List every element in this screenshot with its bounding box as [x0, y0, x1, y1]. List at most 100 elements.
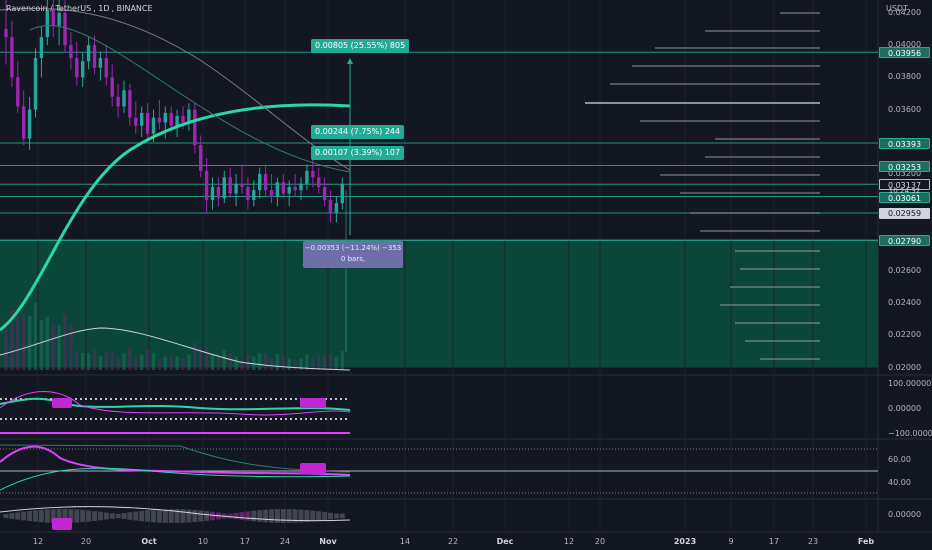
volume-bar	[193, 342, 197, 370]
oscillator-tick-label: −100.00000	[888, 429, 932, 438]
volume-bar	[281, 355, 285, 370]
range-bars: 0 bars,	[340, 255, 366, 263]
osc2-signal	[0, 467, 351, 491]
candle-body	[181, 116, 185, 123]
candle-body	[199, 145, 203, 171]
candle-body	[145, 112, 150, 134]
candle-body	[204, 170, 209, 200]
volume-bar	[252, 356, 256, 370]
volume-bar	[228, 353, 232, 370]
currency-label: USDT	[886, 4, 908, 13]
measure-label-3[interactable]: 0.00107 (3.39%) 107	[311, 146, 405, 160]
candle-body	[281, 182, 285, 194]
measure-label-2[interactable]: 0.00244 (7.75%) 244	[311, 125, 405, 139]
volume-bar	[222, 350, 226, 370]
oscillator-tick-label: 100.00000	[888, 379, 932, 388]
volume-bar	[305, 354, 309, 370]
histogram-bar	[204, 511, 210, 521]
volume-bar	[145, 350, 150, 370]
candle-body	[81, 61, 85, 78]
candle-body	[69, 45, 73, 59]
osc1-line	[0, 397, 351, 411]
candle-body	[110, 77, 114, 97]
candle-body	[317, 177, 321, 187]
candle-body	[216, 187, 221, 199]
price-tag: 0.03061	[879, 191, 930, 203]
candle-body	[57, 12, 61, 26]
candle-body	[33, 58, 38, 110]
range-change: −0.00353 (−11.24%) −353	[304, 244, 402, 252]
time-tick-label: 23	[807, 537, 819, 546]
volume-bar	[45, 316, 49, 370]
volume-bar	[293, 360, 297, 370]
volume-bar	[322, 354, 327, 370]
histogram-bar	[310, 510, 316, 522]
demand-zone	[0, 240, 878, 368]
histogram-bar	[151, 509, 156, 523]
measure-label-1[interactable]: 0.00805 (25.55%) 805	[311, 39, 410, 53]
histogram-bar	[274, 509, 280, 523]
histogram-bar	[115, 513, 121, 519]
volume-bar	[81, 353, 85, 370]
histogram-bar	[3, 514, 9, 518]
histogram-bar	[257, 510, 263, 522]
time-tick-label: 20	[80, 537, 92, 546]
histogram-bar	[44, 509, 50, 523]
volume-bar	[204, 345, 209, 370]
histogram-bar	[339, 513, 345, 519]
bar-countdown: 10:24:32	[888, 187, 921, 195]
candle-body	[157, 117, 162, 123]
candle-body	[246, 187, 250, 200]
candle-body	[252, 190, 256, 200]
histogram-bar	[38, 509, 44, 523]
histogram-bar	[133, 511, 139, 521]
volume-bar	[328, 354, 333, 370]
measure-arrow-head	[347, 58, 353, 64]
candle-body	[163, 112, 167, 123]
oscillator-tick-label: 0.00000	[888, 510, 922, 519]
time-tick-label: Dec	[496, 537, 514, 546]
candle-body	[39, 37, 44, 59]
time-tick-label: Oct	[141, 537, 157, 546]
range-measure-box[interactable]: −0.00353 (−11.24%) −353 0 bars,	[303, 241, 403, 268]
moving-average	[0, 7, 351, 171]
volume-bar	[69, 324, 73, 370]
price-tick-label: 0.04000	[888, 40, 922, 50]
histogram-bar	[27, 510, 33, 522]
candle-body	[134, 117, 138, 126]
osc1-marker	[52, 398, 72, 408]
volume-bar	[92, 349, 97, 370]
candle-body	[311, 170, 315, 178]
candle-body	[240, 183, 244, 187]
oscillator-tick-label: 0.00000	[888, 404, 922, 413]
volume-bar	[246, 354, 250, 370]
price-tick-label: 0.02200	[888, 330, 922, 340]
time-tick-label: 2023	[673, 537, 697, 546]
histogram-bar	[239, 512, 245, 520]
volume-bar	[104, 351, 108, 370]
histogram-bar	[103, 512, 109, 520]
candle-body	[299, 183, 303, 191]
time-tick-label: Feb	[857, 537, 875, 546]
histogram-bar	[292, 509, 298, 523]
candle-body	[63, 12, 67, 46]
volume-bar	[187, 354, 191, 370]
volume-bar	[10, 309, 14, 370]
histogram-bar	[145, 510, 151, 522]
candle-body	[98, 58, 103, 68]
histogram-bar	[192, 509, 198, 523]
volume-bar	[51, 323, 55, 370]
histogram-bar	[156, 509, 162, 523]
histogram-bar	[269, 509, 274, 523]
volume-bar	[39, 320, 44, 370]
volume-bar	[4, 327, 8, 370]
volume-bar	[311, 358, 315, 370]
volume-bar	[299, 358, 303, 370]
volume-bar	[122, 353, 126, 370]
volume-bar	[151, 353, 156, 370]
volume-bar	[181, 358, 185, 370]
histogram-bar	[9, 513, 15, 519]
symbol-title[interactable]: Ravencoin / TetherUS, 1D, BINANCE	[6, 4, 153, 13]
